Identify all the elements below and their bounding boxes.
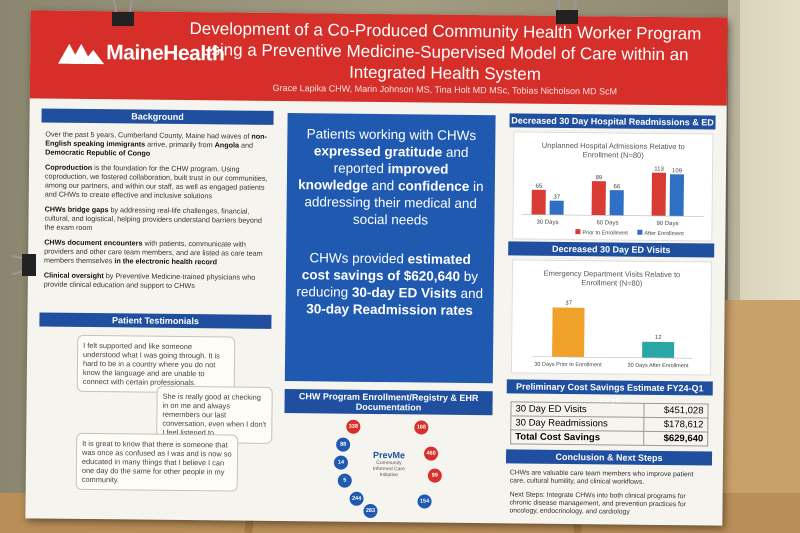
category-label: 90 Days xyxy=(656,221,678,227)
cost-table: 30 Day ED Visits $451,028 30 Day Readmiss… xyxy=(510,401,709,446)
key-findings-box: Patients working with CHWs expressed gra… xyxy=(284,113,496,384)
ed-heading: Decreased 30 Day ED Visits xyxy=(508,241,715,258)
conclusion-text: CHWs are valuable care team members who … xyxy=(509,469,694,516)
data-label: 66 xyxy=(613,184,620,190)
registry-stat-circle: 88 xyxy=(336,437,351,452)
registry-stat-circle: 338 xyxy=(346,419,361,434)
registry-infographic: PrevMe Community Informed Care Initiativ… xyxy=(283,415,492,519)
bar-after xyxy=(642,341,675,359)
legend-swatch xyxy=(637,229,643,235)
registry-stat-circle: 283 xyxy=(363,503,378,519)
legend-swatch xyxy=(575,229,581,235)
bar-90-days-after xyxy=(669,174,684,217)
testimonial-3: It is great to know that there is someon… xyxy=(75,432,239,492)
registry-stat-circle: 244 xyxy=(349,491,364,506)
bar-60-days-prior xyxy=(591,181,606,216)
background-section: Background Over the past 5 years, Cumber… xyxy=(40,108,274,296)
data-label: 37 xyxy=(565,301,572,307)
ed-bar-chart: 37 30 Days Prior to Enrollment 12 30 Days A… xyxy=(532,301,693,370)
admissions-chart-card: Unplanned Hospital Admissions Relative t… xyxy=(512,131,714,242)
registry-stat-circle: 99 xyxy=(427,468,442,483)
research-poster: MaineHealth Development of a Co-Produced… xyxy=(25,10,728,526)
admissions-bar-chart: 65 37 30 Days 89 66 60 Days 113 109 90 Days Prior… xyxy=(521,167,704,237)
registry-heading: CHW Program Enrollment/Registry & EHR Do… xyxy=(284,389,493,416)
testimonial-1: I felt supported and like someone unders… xyxy=(76,334,236,394)
finding-cost-savings: CHWs provided estimated cost savings of … xyxy=(296,250,484,319)
table-row: Total Cost Savings $629,640 xyxy=(510,429,708,446)
data-label: 113 xyxy=(654,167,664,173)
readmissions-section: Decreased 30 Day Hospital Readmissions &… xyxy=(509,113,716,141)
data-label: 65 xyxy=(535,184,542,190)
data-label: 89 xyxy=(596,175,603,181)
registry-stat-circle: 460 xyxy=(423,446,439,461)
registry-stat-circle: 168 xyxy=(414,420,429,435)
ed-section: Decreased 30 Day ED Visits xyxy=(508,241,715,258)
binder-clip-right xyxy=(556,0,578,24)
legend-label: After Enrollment xyxy=(644,231,684,237)
registry-stat-circle: 5 xyxy=(337,473,352,488)
background-text: Over the past 5 years, Cumberland County… xyxy=(43,129,268,291)
data-label: 12 xyxy=(655,335,662,341)
mountain-logo-icon xyxy=(58,42,105,65)
readmissions-heading: Decreased 30 Day Hospital Readmissions &… xyxy=(509,113,716,141)
conclusion-section: Conclusion & Next Steps CHWs are valuabl… xyxy=(505,449,713,523)
category-label: 30 Days Prior to Enrollment xyxy=(534,362,602,369)
category-label: 30 Days xyxy=(536,220,558,226)
registry-section: CHW Program Enrollment/Registry & EHR Do… xyxy=(284,389,493,416)
category-label: 30 Days After Enrollment xyxy=(628,363,689,370)
testimonials-heading: Patient Testimonials xyxy=(39,312,272,329)
bar-prior xyxy=(552,307,585,358)
registry-stat-circle: 154 xyxy=(417,494,432,509)
cost-section: Preliminary Cost Savings Estimate FY24-Q… xyxy=(506,379,713,407)
data-label: 109 xyxy=(672,168,683,174)
bar-90-days-prior xyxy=(651,172,667,217)
legend-label: Prior to Enrollment xyxy=(582,230,628,236)
binder-clip-left xyxy=(112,0,134,26)
testimonials-section: Patient Testimonials I felt supported an… xyxy=(37,312,273,510)
bar-30-days-prior xyxy=(531,189,546,215)
finding-gratitude: Patients working with CHWs expressed gra… xyxy=(298,126,484,228)
registry-stat-circle: 14 xyxy=(333,455,349,470)
bar-30-days-after xyxy=(549,200,564,215)
bar-60-days-after xyxy=(609,190,624,216)
poster-title: Development of a Co-Produced Community H… xyxy=(189,19,702,84)
data-label: 37 xyxy=(553,195,560,201)
binder-clip-side xyxy=(12,254,36,276)
cost-heading: Preliminary Cost Savings Estimate FY24-Q… xyxy=(506,379,713,407)
category-label: 60 Days xyxy=(596,220,618,226)
ed-chart-card: Emergency Department Visits Relative to … xyxy=(510,259,713,376)
prevme-logo: PrevMe Community Informed Care Initiativ… xyxy=(372,449,406,479)
